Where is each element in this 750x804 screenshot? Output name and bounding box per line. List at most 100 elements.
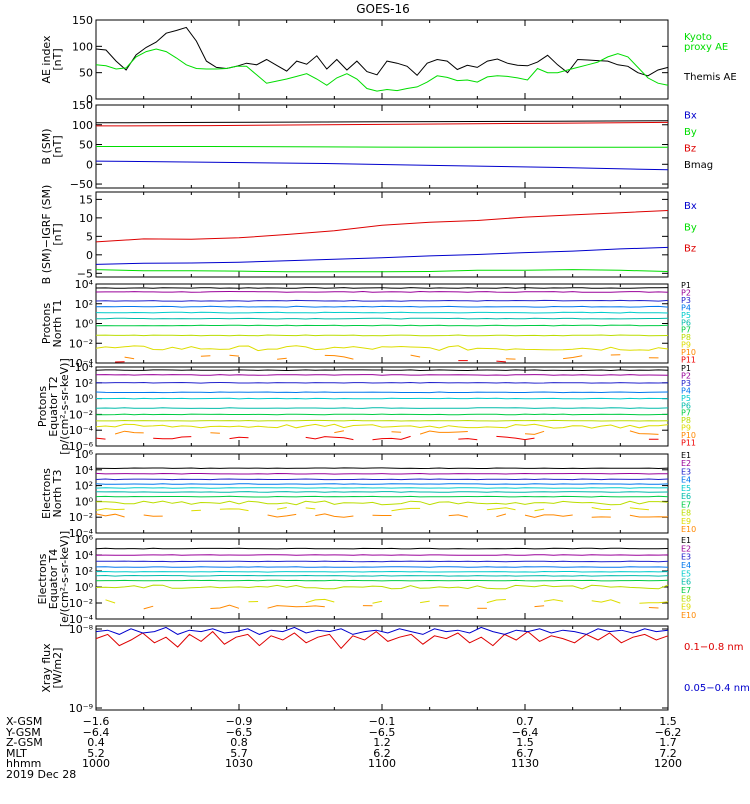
channel-line-E9 — [487, 508, 516, 510]
y-tick-label: 10⁰ — [75, 581, 94, 594]
y-tick-label: 10² — [75, 565, 93, 578]
channel-line-E8 — [96, 585, 668, 589]
channel-line-P3 — [96, 300, 668, 301]
ephemeris-value: 1100 — [368, 757, 396, 770]
channel-line-E4 — [96, 567, 668, 568]
panel-frame — [96, 284, 668, 363]
series-line-1 — [96, 49, 668, 91]
channel-line-E9 — [373, 601, 383, 603]
legend-entry: By — [684, 127, 697, 138]
channel-line-P11 — [496, 436, 534, 439]
channel-line-E5 — [96, 488, 668, 489]
channel-line-P10 — [411, 355, 421, 357]
channel-line-E3 — [96, 561, 668, 562]
channel-line-P10 — [563, 356, 582, 359]
y-tick-label: 10⁰ — [75, 393, 94, 406]
y-tick-label: 10⁻² — [69, 408, 93, 421]
ephemeris-value: 1030 — [225, 757, 253, 770]
legend-channel: E10 — [681, 525, 696, 534]
channel-line-E9 — [544, 600, 563, 602]
y-tick-label: 0 — [86, 158, 93, 171]
y-tick-label: 10⁴ — [75, 361, 94, 374]
channel-line-P10 — [525, 431, 544, 434]
y-tick-label: 10⁴ — [75, 549, 94, 562]
channel-line-E1 — [96, 548, 668, 549]
channel-line-P10 — [334, 431, 344, 433]
channel-line-P1 — [96, 370, 668, 371]
y-axis-label: North T3 — [51, 470, 64, 518]
legend-entry: Bz — [684, 244, 696, 255]
channel-line-P7 — [96, 325, 668, 326]
y-axis-label: [nT] — [51, 48, 64, 70]
channel-line-P10 — [115, 431, 144, 434]
legend-entry: Bx — [684, 110, 697, 121]
chart-title: GOES-16 — [356, 2, 410, 16]
channel-line-P6 — [96, 408, 668, 409]
channel-line-P9 — [96, 424, 668, 428]
channel-line-P10 — [210, 433, 220, 434]
y-axis-label: [nT] — [51, 223, 64, 245]
channel-line-E9 — [420, 601, 430, 603]
channel-line-E10 — [525, 515, 573, 517]
y-tick-label: 10⁻² — [69, 337, 93, 350]
ephemeris-value: 1000 — [82, 757, 110, 770]
y-tick-label: 10² — [75, 298, 93, 311]
channel-line-P4 — [96, 392, 668, 393]
ephemeris-row-y-gsm: Y-GSM−6.4−6.5−6.5−6.4−6.2 — [5, 726, 681, 739]
legend-entry: Themis AE — [683, 72, 737, 83]
legend-channel: E10 — [681, 611, 696, 620]
channel-line-P5 — [96, 312, 668, 313]
channel-line-P10 — [325, 355, 354, 359]
channel-line-E9 — [592, 600, 621, 603]
channel-line-E9 — [630, 508, 649, 510]
series-line-0 — [96, 632, 668, 649]
legend-entry: Bx — [684, 201, 697, 212]
channel-line-E10 — [535, 606, 545, 607]
channel-line-P8 — [96, 335, 668, 336]
y-tick-label: 10⁰ — [75, 318, 94, 331]
channel-line-E9 — [306, 508, 316, 509]
ephemeris-value: 1130 — [511, 757, 539, 770]
ephemeris-value: 1200 — [654, 757, 682, 770]
channel-line-P8 — [96, 420, 668, 421]
channel-line-P11 — [373, 436, 411, 439]
channel-line-E10 — [630, 515, 668, 517]
y-axis-label: [e/(cm²-s-sr-keV)] — [58, 531, 71, 627]
panel-frame — [96, 367, 668, 446]
panel-frame — [96, 192, 668, 277]
y-tick-label: 10⁻⁴ — [69, 424, 94, 437]
channel-line-P2 — [96, 375, 668, 376]
channel-line-E10 — [210, 605, 239, 608]
channel-line-P6 — [96, 318, 668, 319]
channel-line-P11 — [96, 438, 106, 439]
y-tick-label: 10⁻⁸ — [69, 623, 94, 636]
channel-line-E1 — [96, 468, 668, 469]
channel-line-E9 — [392, 508, 421, 510]
y-tick-label: 100 — [72, 40, 93, 53]
channel-line-P10 — [201, 356, 211, 357]
y-tick-label: 10⁻² — [69, 597, 93, 610]
channel-line-P2 — [96, 292, 668, 293]
y-tick-label: 15 — [79, 193, 93, 206]
channel-line-E9 — [487, 600, 506, 603]
y-tick-label: 100 — [72, 119, 93, 132]
channel-line-P10 — [420, 431, 468, 434]
channel-line-P11 — [153, 437, 191, 439]
channel-line-E9 — [106, 600, 116, 603]
legend-entry: Bmag — [684, 160, 713, 171]
y-tick-label: 5 — [86, 230, 93, 243]
y-axis-label: North T1 — [51, 300, 64, 348]
legend-entry: 0.1−0.8 nm — [684, 642, 743, 653]
series-line-2 — [96, 147, 668, 148]
series-line-3 — [96, 161, 668, 170]
y-tick-label: 10⁰ — [75, 495, 94, 508]
series-line-0 — [96, 27, 668, 75]
channel-line-E9 — [277, 508, 287, 510]
legend-entry: Bz — [684, 143, 696, 154]
series-line-1 — [96, 247, 668, 264]
